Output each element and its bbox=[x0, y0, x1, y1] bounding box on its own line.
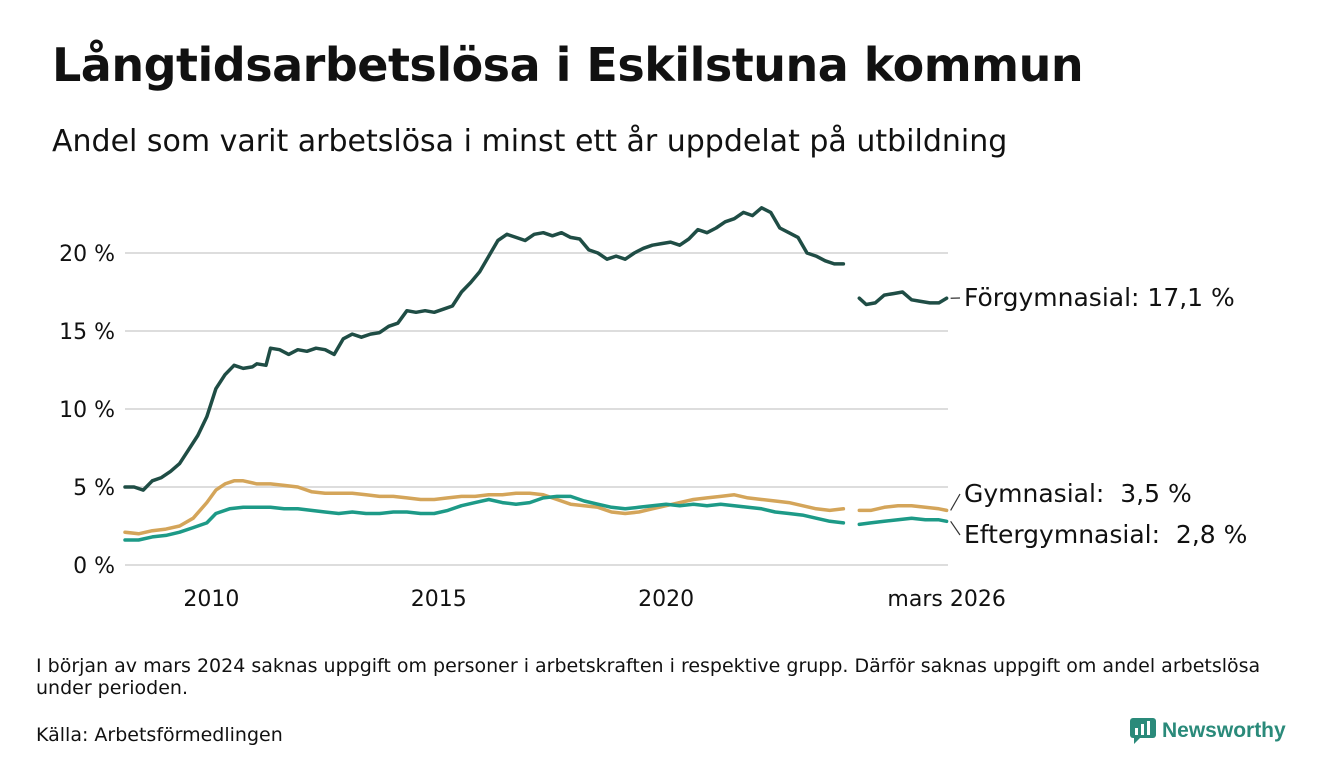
series-line-förgymnasial bbox=[857, 290, 949, 307]
x-tick-label: 2020 bbox=[638, 587, 694, 612]
x-tick-label: 2015 bbox=[411, 587, 467, 612]
newsworthy-logo-icon bbox=[1130, 718, 1156, 744]
chart-title: Långtidsarbetslösa i Eskilstuna kommun bbox=[52, 38, 1084, 92]
brand-name: Newsworthy bbox=[1162, 719, 1286, 742]
series-line-eftergymnasial bbox=[857, 516, 949, 527]
y-tick-label: 5 % bbox=[73, 476, 115, 501]
y-tick-label: 10 % bbox=[59, 398, 115, 423]
y-tick-label: 0 % bbox=[73, 554, 115, 579]
source-note: Källa: Arbetsförmedlingen bbox=[36, 724, 283, 746]
series-line-förgymnasial bbox=[123, 206, 846, 492]
chart-subtitle: Andel som varit arbetslösa i minst ett å… bbox=[52, 124, 1008, 159]
brand-logo: Newsworthy bbox=[1130, 718, 1286, 744]
x-tick-label: mars 2026 bbox=[887, 587, 1005, 612]
series-end-label: Eftergymnasial: 2,8 % bbox=[964, 520, 1247, 549]
series-line-gymnasial bbox=[857, 503, 949, 513]
series-end-label: Förgymnasial: 17,1 % bbox=[964, 283, 1235, 312]
label-leader bbox=[950, 493, 961, 511]
series-end-label: Gymnasial: 3,5 % bbox=[964, 479, 1192, 508]
y-tick-label: 20 % bbox=[59, 242, 115, 267]
x-tick-label: 2010 bbox=[183, 587, 239, 612]
footnote: I början av mars 2024 saknas uppgift om … bbox=[36, 655, 1261, 699]
series-line-eftergymnasial bbox=[123, 494, 846, 542]
series-line-gymnasial bbox=[123, 479, 846, 536]
label-leader bbox=[950, 520, 961, 536]
y-tick-label: 15 % bbox=[59, 320, 115, 345]
